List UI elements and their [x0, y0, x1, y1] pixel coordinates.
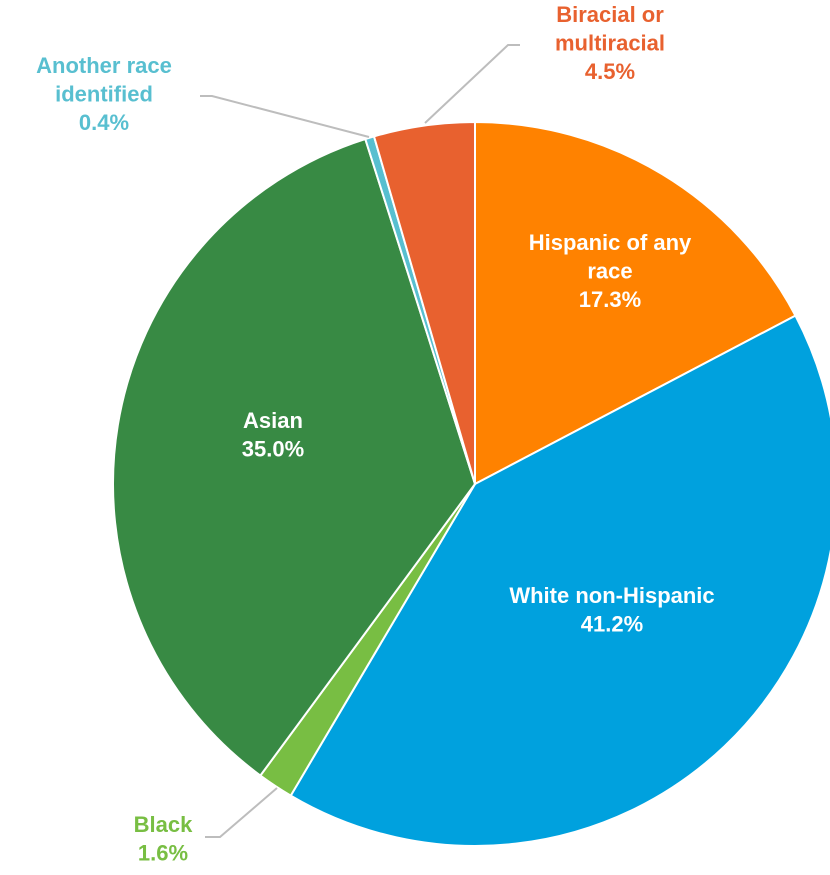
- slice-name-label: Another race: [36, 53, 172, 78]
- slice-name-label: Biracial or: [556, 2, 664, 27]
- pie-slice-asian: [112, 138, 476, 777]
- slice-label-black: Black 1.6%: [134, 812, 193, 866]
- slice-value-label: 1.6%: [138, 841, 188, 866]
- leader-line-another-race-identified: [200, 95, 370, 138]
- slice-labels: Hispanic of any race 17.3% White non-Hispan…: [36, 2, 715, 866]
- slice-label-another-race-identified: Another race identified 0.4%: [36, 53, 172, 135]
- pie-slice-hispanic-of-any-race: [474, 121, 797, 485]
- slice-value-label: 17.3%: [579, 287, 641, 312]
- pie-slices: [112, 121, 830, 847]
- pie-slice-white-non-hispanic: [289, 314, 830, 847]
- slice-label-asian: Asian 35.0%: [242, 408, 304, 462]
- slice-label-hispanic-of-any-race: Hispanic of any race 17.3%: [529, 230, 692, 312]
- slice-name-label: identified: [55, 82, 153, 107]
- slice-value-label: 35.0%: [242, 437, 304, 462]
- leader-line-black: [205, 787, 278, 838]
- slice-value-label: 0.4%: [79, 110, 129, 135]
- slice-name-label: multiracial: [555, 31, 665, 56]
- slice-name-label: Hispanic of any: [529, 230, 692, 255]
- slice-value-label: 41.2%: [581, 612, 643, 637]
- slice-name-label: race: [587, 259, 632, 284]
- leader-line-biracial-or-multiracial: [424, 44, 520, 124]
- pie-slice-biracial-or-multiracial: [373, 121, 476, 485]
- slice-label-white-non-hispanic: White non-Hispanic 41.2%: [509, 583, 714, 637]
- leader-lines: [200, 44, 520, 838]
- slice-name-label: White non-Hispanic: [509, 583, 714, 608]
- slice-name-label: Asian: [243, 408, 303, 433]
- slice-name-label: Black: [134, 812, 193, 837]
- slice-value-label: 4.5%: [585, 59, 635, 84]
- slice-label-biracial-or-multiracial: Biracial or multiracial 4.5%: [555, 2, 665, 84]
